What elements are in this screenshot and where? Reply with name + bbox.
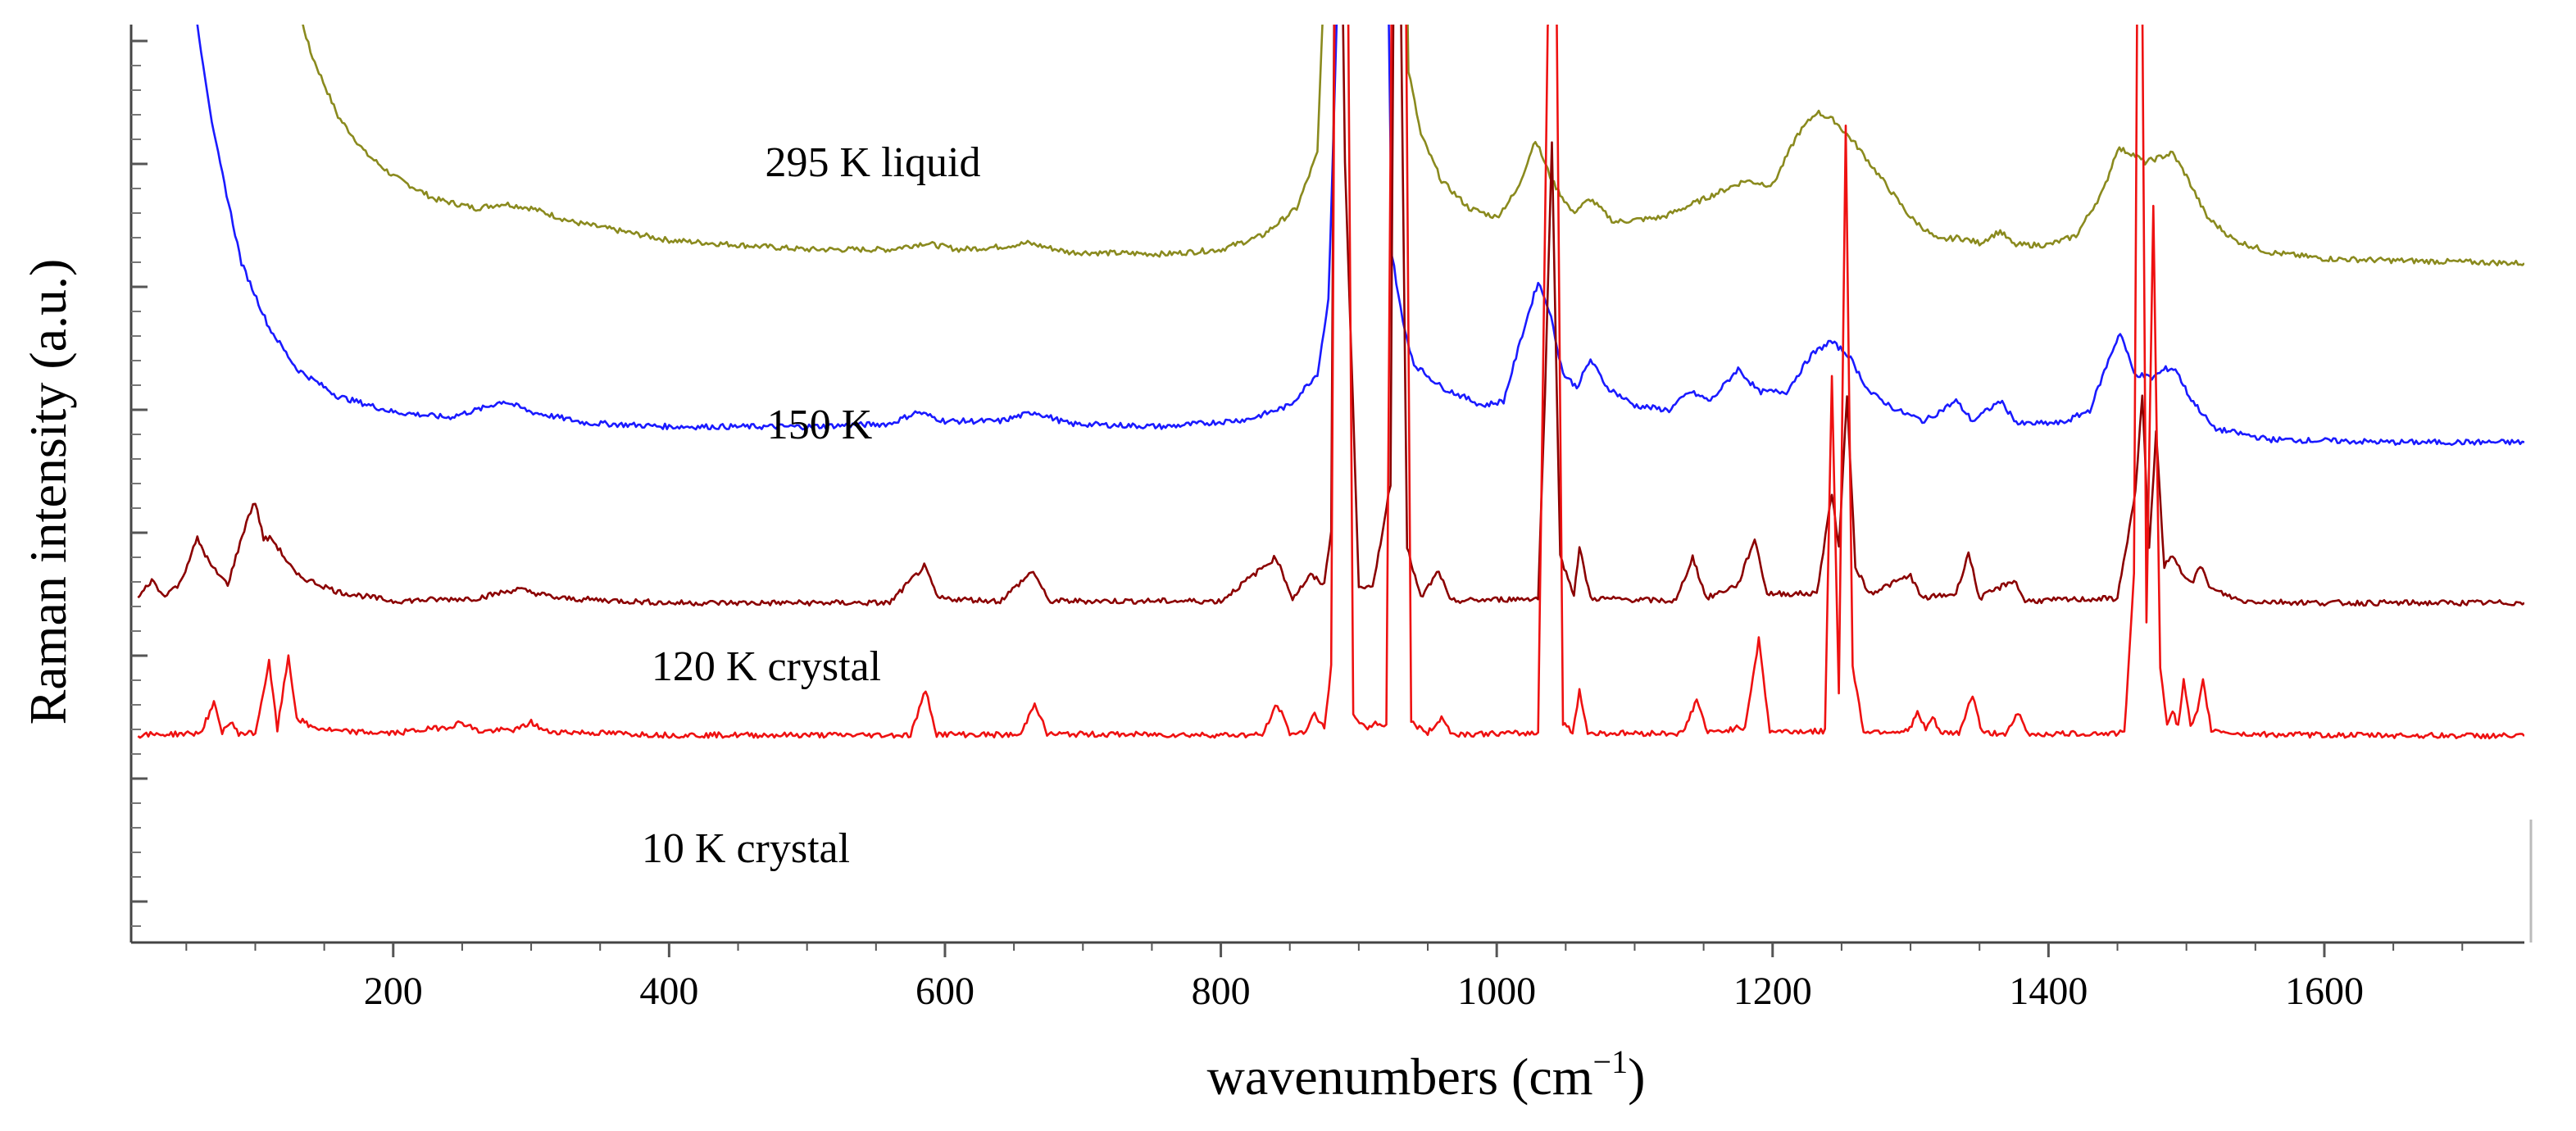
x-tick-label: 1600 — [2285, 970, 2364, 1013]
x-tick-label: 200 — [364, 970, 423, 1013]
x-tick-label: 1200 — [1733, 970, 1812, 1013]
x-tick-label: 400 — [639, 970, 698, 1013]
x-tick-label: 1000 — [1457, 970, 1536, 1013]
labels-layer: 200 400 600 800 1000 1200 1400 1600 wavenumbers … — [19, 139, 2364, 1106]
series-layer — [137, 25, 2524, 740]
series-line-0 — [302, 25, 2524, 266]
y-axis-title: Raman intensity (a.u.) — [19, 259, 77, 725]
series-label-0: 295 K liquid — [766, 139, 981, 186]
series-label-2: 120 K crystal — [652, 643, 881, 690]
axes-layer — [129, 25, 2533, 957]
x-tick-label: 600 — [915, 970, 975, 1013]
series-label-3: 10 K crystal — [642, 825, 850, 872]
x-axis-title: wavenumbers (cm−1) — [1207, 1043, 1646, 1106]
x-tick-label: 1400 — [2009, 970, 2088, 1013]
series-line-3 — [137, 25, 2524, 740]
x-tick-label: 800 — [1192, 970, 1251, 1013]
series-line-2 — [137, 25, 2524, 607]
series-label-1: 150 K — [767, 402, 873, 448]
